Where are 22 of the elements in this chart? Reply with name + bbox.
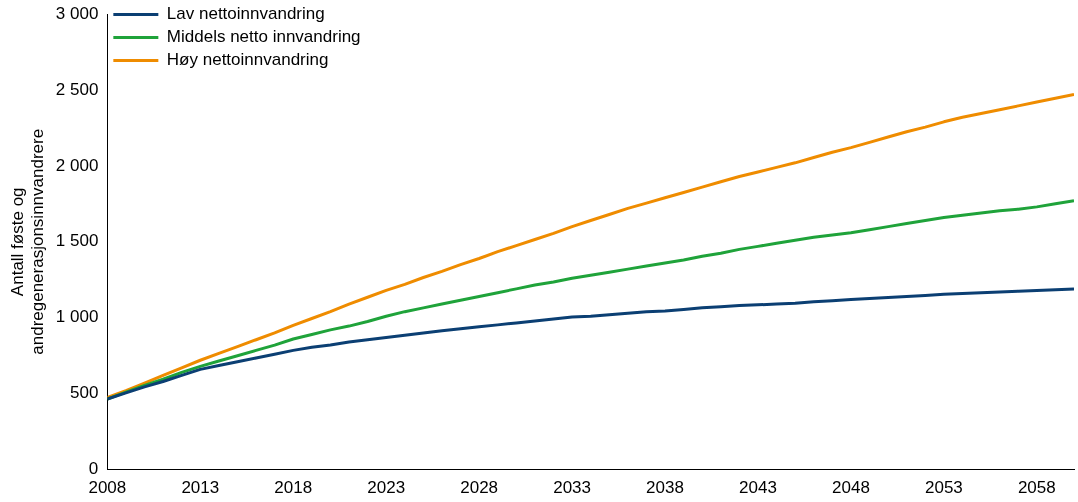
legend-label: Høy nettoinnvandring <box>166 50 329 70</box>
x-tick-label: 2053 <box>924 478 963 498</box>
y-tick-label: 1 000 <box>55 307 99 327</box>
y-axis-title: Antall føste og andregenerasjonsinnvandrere <box>7 128 48 355</box>
x-tick-label: 2033 <box>553 478 591 498</box>
legend-label: Lav nettoinnvandring <box>166 4 325 24</box>
x-tick-label: 2038 <box>646 478 684 498</box>
x-tick-label: 2008 <box>88 478 127 498</box>
x-tick-label: 2048 <box>832 478 870 498</box>
y-tick-label: 2 000 <box>55 155 99 175</box>
y-tick-label: 2 500 <box>55 79 99 99</box>
y-tick-label: 0 <box>88 459 99 479</box>
x-tick-label: 2058 <box>1017 478 1056 498</box>
x-tick-label: 2023 <box>367 478 406 498</box>
y-tick-label: 500 <box>69 383 99 403</box>
y-tick-label: 3 000 <box>55 3 99 23</box>
x-tick-label: 2043 <box>739 478 777 498</box>
x-tick-label: 2013 <box>181 478 220 498</box>
legend-label: Middels netto innvandring <box>166 27 361 47</box>
x-tick-label: 2028 <box>460 478 499 498</box>
x-tick-label: 2018 <box>274 478 313 498</box>
y-tick-label: 1 500 <box>55 231 99 251</box>
